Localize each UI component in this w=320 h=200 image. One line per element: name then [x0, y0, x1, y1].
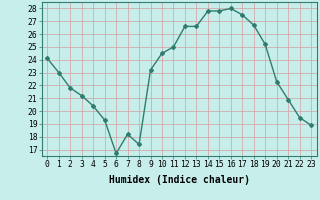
X-axis label: Humidex (Indice chaleur): Humidex (Indice chaleur) — [109, 175, 250, 185]
